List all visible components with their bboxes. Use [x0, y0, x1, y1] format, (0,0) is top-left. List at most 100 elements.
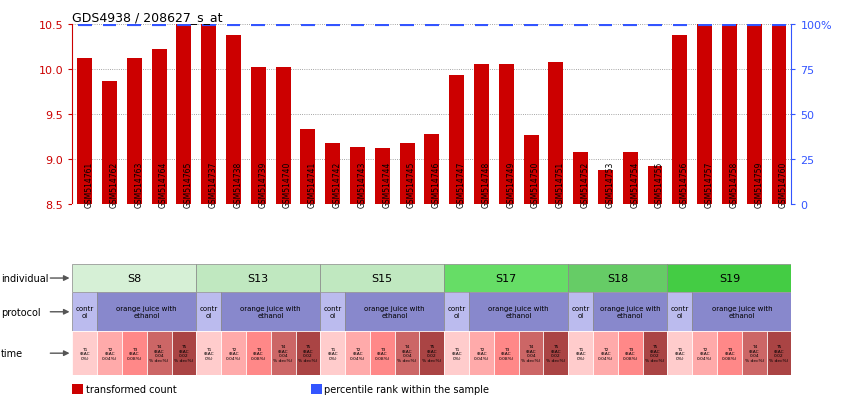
Text: GSM514755: GSM514755 — [655, 161, 664, 207]
Bar — [469, 292, 568, 332]
Bar — [295, 332, 320, 375]
Text: T4
(BAC
0.04
% dec%): T4 (BAC 0.04 % dec%) — [397, 344, 417, 362]
Bar — [271, 332, 295, 375]
Text: contr
ol: contr ol — [200, 306, 218, 318]
Bar — [767, 332, 791, 375]
Text: GSM514762: GSM514762 — [110, 161, 118, 207]
Bar — [176, 25, 191, 204]
Bar — [643, 332, 667, 375]
Text: GSM514738: GSM514738 — [233, 161, 243, 207]
Text: S15: S15 — [372, 273, 393, 283]
Bar — [623, 152, 637, 204]
Text: T4
(BAC
0.04
% dec%): T4 (BAC 0.04 % dec%) — [150, 344, 168, 362]
Bar — [97, 332, 122, 375]
Text: GDS4938 / 208627_s_at: GDS4938 / 208627_s_at — [72, 11, 223, 24]
Bar — [474, 65, 489, 204]
Text: T3
(BAC
0.08%): T3 (BAC 0.08%) — [499, 347, 514, 360]
Text: T1
(BAC
0%): T1 (BAC 0%) — [328, 347, 338, 360]
Text: T3
(BAC
0.08%): T3 (BAC 0.08%) — [722, 347, 737, 360]
Bar — [697, 25, 712, 204]
Bar — [692, 292, 791, 332]
Text: T3
(BAC
0.08%): T3 (BAC 0.08%) — [127, 347, 142, 360]
Bar — [72, 332, 97, 375]
Text: GSM514757: GSM514757 — [705, 161, 714, 207]
Text: GSM514764: GSM514764 — [159, 161, 168, 207]
Text: GSM514759: GSM514759 — [754, 161, 763, 207]
Text: T5
(BAC
0.02
% dec%): T5 (BAC 0.02 % dec%) — [299, 344, 317, 362]
Text: T1
(BAC
0%): T1 (BAC 0%) — [79, 347, 90, 360]
Bar — [320, 292, 346, 332]
Text: GSM514754: GSM514754 — [631, 161, 639, 207]
Text: time: time — [1, 348, 23, 358]
Bar — [221, 292, 320, 332]
Bar — [593, 292, 667, 332]
Text: GSM514751: GSM514751 — [556, 161, 565, 207]
Bar — [246, 332, 271, 375]
Text: T4
(BAC
0.04
% dec%): T4 (BAC 0.04 % dec%) — [273, 344, 293, 362]
Bar — [449, 76, 464, 204]
Text: contr
ol: contr ol — [572, 306, 590, 318]
Text: GSM514749: GSM514749 — [506, 161, 515, 207]
Text: T2
(BAC
0.04%): T2 (BAC 0.04%) — [102, 347, 117, 360]
Bar — [172, 332, 197, 375]
Bar — [747, 25, 762, 204]
Bar — [722, 25, 737, 204]
Bar — [226, 36, 241, 204]
Text: T2
(BAC
0.04%): T2 (BAC 0.04%) — [597, 347, 613, 360]
Text: T1
(BAC
0%): T1 (BAC 0%) — [203, 347, 214, 360]
Text: S19: S19 — [719, 273, 740, 283]
Bar — [346, 332, 370, 375]
Bar — [276, 68, 290, 204]
Bar — [499, 65, 514, 204]
Text: T5
(BAC
0.02
% dec%): T5 (BAC 0.02 % dec%) — [645, 344, 665, 362]
Bar — [202, 25, 216, 204]
Text: GSM514765: GSM514765 — [184, 161, 193, 207]
Bar — [350, 148, 365, 204]
Bar — [593, 332, 618, 375]
Text: GSM514739: GSM514739 — [259, 161, 267, 207]
Text: T3
(BAC
0.08%): T3 (BAC 0.08%) — [251, 347, 266, 360]
Text: orange juice with
ethanol: orange juice with ethanol — [600, 306, 660, 318]
Bar — [320, 264, 444, 292]
Text: orange juice with
ethanol: orange juice with ethanol — [711, 306, 772, 318]
Bar — [667, 292, 692, 332]
Bar — [568, 332, 593, 375]
Bar — [72, 264, 197, 292]
Text: GSM514753: GSM514753 — [605, 161, 614, 207]
Bar — [151, 50, 167, 204]
Bar — [346, 292, 444, 332]
Text: GSM514761: GSM514761 — [85, 161, 94, 207]
Bar — [518, 332, 544, 375]
Bar — [672, 36, 688, 204]
Text: T1
(BAC
0%): T1 (BAC 0%) — [451, 347, 462, 360]
Text: T3
(BAC
0.08%): T3 (BAC 0.08%) — [623, 347, 638, 360]
Text: percentile rank within the sample: percentile rank within the sample — [324, 385, 489, 394]
Bar — [618, 332, 643, 375]
Bar — [692, 332, 717, 375]
Text: GSM514737: GSM514737 — [208, 161, 218, 207]
Bar — [72, 292, 97, 332]
Text: GSM514760: GSM514760 — [779, 161, 788, 207]
Bar — [420, 332, 444, 375]
Text: contr
ol: contr ol — [323, 306, 342, 318]
Bar — [102, 81, 117, 204]
Bar — [444, 264, 568, 292]
Bar — [77, 59, 92, 204]
Text: GSM514748: GSM514748 — [482, 161, 490, 207]
Bar — [197, 292, 221, 332]
Text: S17: S17 — [495, 273, 517, 283]
Bar — [197, 332, 221, 375]
Bar — [568, 292, 593, 332]
Text: T2
(BAC
0.04%): T2 (BAC 0.04%) — [697, 347, 712, 360]
Bar — [598, 170, 613, 204]
Text: T5
(BAC
0.02
% dec%): T5 (BAC 0.02 % dec%) — [546, 344, 565, 362]
Text: GSM514747: GSM514747 — [457, 161, 465, 207]
Bar — [425, 134, 439, 204]
Bar — [122, 332, 146, 375]
Bar — [325, 143, 340, 204]
Text: orange juice with
ethanol: orange juice with ethanol — [488, 306, 549, 318]
Text: S8: S8 — [127, 273, 141, 283]
Text: T3
(BAC
0.08%): T3 (BAC 0.08%) — [374, 347, 390, 360]
Bar — [523, 135, 539, 204]
Bar — [469, 332, 494, 375]
